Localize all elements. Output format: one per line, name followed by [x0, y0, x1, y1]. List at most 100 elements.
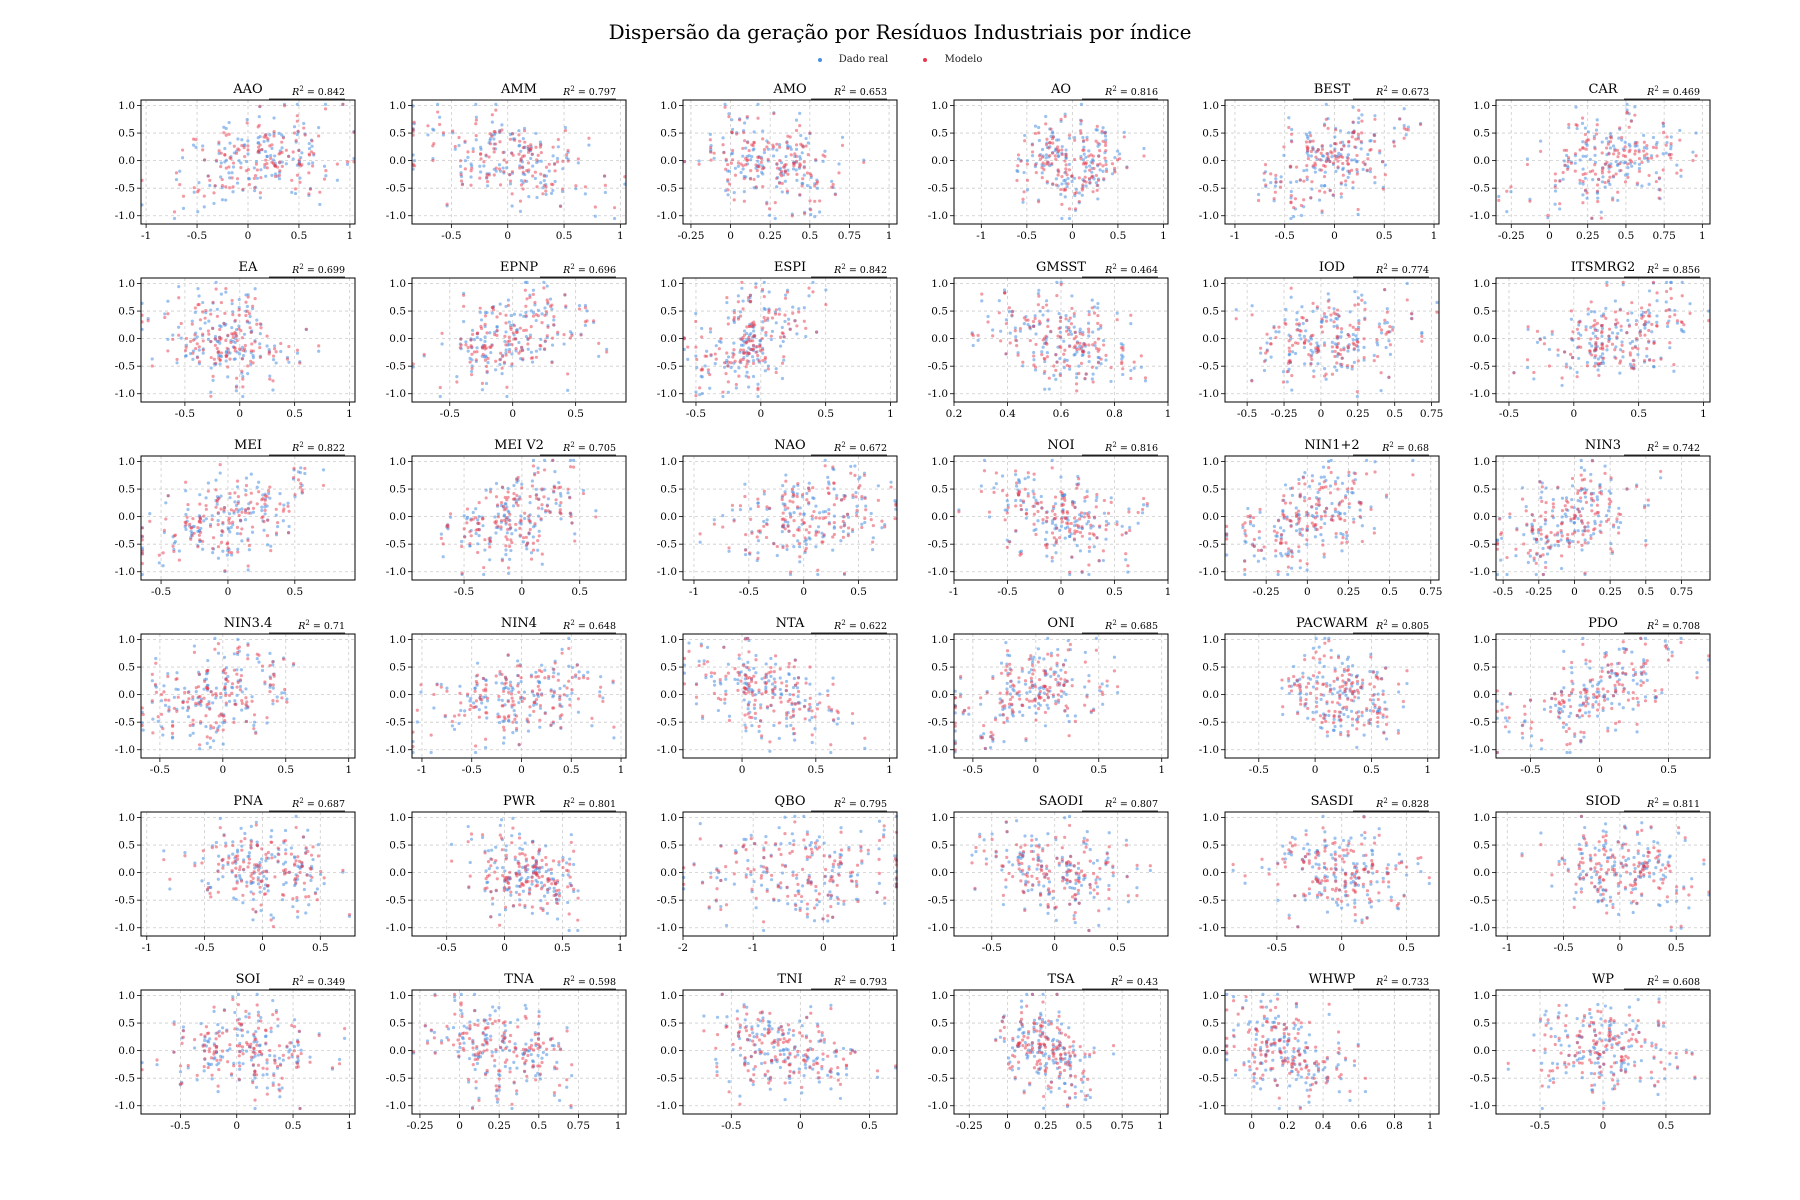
point-real	[1039, 494, 1043, 499]
point-real	[209, 366, 213, 370]
point-model	[1073, 330, 1077, 334]
point-model	[460, 571, 464, 575]
point-model	[579, 333, 583, 337]
point-model	[1339, 147, 1344, 151]
point-model	[459, 173, 463, 177]
point-real	[506, 298, 511, 302]
point-model	[267, 489, 271, 493]
point-real	[489, 350, 493, 355]
point-model	[1041, 518, 1045, 522]
point-model	[474, 134, 478, 138]
point-model	[220, 177, 224, 182]
point-model	[782, 355, 786, 359]
point-real	[784, 473, 788, 477]
point-model	[980, 292, 984, 296]
x-tick-label: -0.5	[739, 586, 759, 598]
point-real	[1649, 154, 1654, 158]
point-model	[792, 533, 796, 538]
point-model	[517, 351, 521, 355]
point-real	[483, 335, 487, 339]
point-real	[219, 161, 223, 165]
point-model	[559, 501, 563, 505]
point-model	[236, 494, 241, 499]
point-real	[1567, 126, 1571, 130]
point-model	[197, 520, 201, 524]
point-real	[1591, 178, 1595, 182]
point-model	[581, 491, 586, 496]
point-model	[1064, 317, 1068, 321]
point-real	[1063, 112, 1067, 116]
point-model	[201, 332, 205, 336]
point-model	[1288, 349, 1292, 353]
point-model	[1355, 167, 1359, 172]
point-real	[562, 342, 566, 346]
point-real	[1104, 537, 1108, 541]
point-model	[1638, 333, 1643, 337]
point-model	[1034, 501, 1038, 505]
point-real	[1087, 351, 1091, 355]
point-model	[1085, 495, 1089, 499]
point-model	[1601, 166, 1605, 170]
point-model	[1059, 117, 1063, 122]
point-model	[1072, 516, 1077, 520]
x-tick-label: 0	[509, 408, 516, 420]
point-model	[1402, 126, 1406, 130]
point-real	[507, 557, 512, 561]
point-model	[798, 193, 802, 197]
point-real	[815, 186, 820, 190]
point-model	[215, 499, 219, 504]
point-model	[195, 356, 200, 360]
point-model	[1113, 170, 1117, 174]
point-model	[771, 145, 776, 149]
point-model	[1340, 362, 1344, 367]
point-model	[1262, 171, 1266, 175]
point-real	[752, 130, 756, 134]
point-model	[469, 518, 473, 522]
point-model	[1060, 152, 1064, 157]
point-model	[1065, 363, 1069, 368]
point-model	[739, 162, 743, 166]
point-model	[246, 538, 250, 543]
point-model	[1625, 331, 1629, 335]
point-real	[1274, 330, 1278, 334]
point-real	[503, 502, 507, 506]
point-model	[1637, 156, 1642, 161]
point-real	[839, 539, 843, 543]
point-model	[237, 347, 242, 351]
point-model	[249, 359, 253, 363]
point-model	[808, 131, 812, 135]
point-real	[295, 132, 299, 137]
point-real	[477, 533, 481, 538]
point-real	[307, 141, 311, 146]
point-model	[1060, 202, 1064, 206]
point-model	[258, 322, 262, 326]
point-model	[1287, 346, 1291, 350]
point-model	[1068, 344, 1072, 349]
point-model	[525, 297, 529, 301]
point-model	[474, 118, 478, 122]
point-model	[1332, 320, 1336, 324]
point-real	[1303, 362, 1307, 366]
point-model	[202, 194, 206, 198]
point-model	[246, 144, 250, 148]
point-real	[703, 364, 707, 368]
point-model	[893, 516, 897, 521]
point-model	[1078, 341, 1082, 345]
point-model	[1638, 330, 1642, 334]
point-real	[1298, 333, 1302, 337]
point-model	[1063, 187, 1067, 191]
point-model	[1355, 172, 1359, 176]
y-tick-label: 0.0	[1202, 333, 1219, 345]
point-model	[520, 345, 524, 349]
point-real	[1084, 184, 1088, 188]
point-real	[1234, 308, 1238, 312]
point-model	[1669, 287, 1673, 291]
point-real	[1300, 305, 1304, 309]
point-model	[1054, 157, 1058, 161]
point-real	[495, 325, 499, 329]
point-real	[1299, 213, 1304, 218]
point-real	[1585, 360, 1589, 365]
point-real	[550, 307, 554, 311]
point-real	[175, 361, 179, 365]
